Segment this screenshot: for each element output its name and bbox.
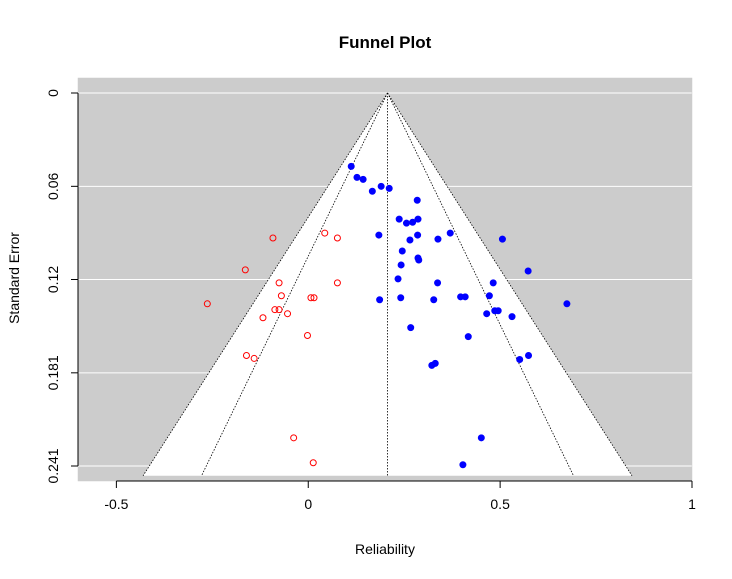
imputed-point bbox=[333, 279, 341, 287]
imputed-point bbox=[250, 354, 258, 362]
observed-point bbox=[508, 313, 516, 321]
y-tick-label: 0.06 bbox=[45, 172, 61, 199]
imputed-point bbox=[310, 294, 318, 302]
imputed-point bbox=[259, 314, 267, 322]
imputed-point bbox=[284, 310, 292, 318]
observed-point bbox=[397, 294, 405, 302]
observed-point bbox=[385, 184, 393, 192]
observed-point bbox=[397, 261, 405, 269]
observed-point bbox=[477, 434, 485, 442]
imputed-point bbox=[275, 306, 283, 314]
observed-point bbox=[563, 300, 571, 308]
observed-point bbox=[409, 218, 417, 226]
funnel-lines bbox=[142, 92, 633, 476]
observed-point bbox=[434, 235, 442, 243]
y-axis: 0 0.06 0.12 0.181 0.241 bbox=[45, 89, 79, 484]
imputed-point bbox=[242, 351, 250, 359]
observed-point bbox=[394, 275, 402, 283]
observed-point bbox=[375, 231, 383, 239]
observed-point bbox=[494, 307, 502, 315]
y-tick-label: 0 bbox=[45, 89, 61, 97]
imputed-point bbox=[275, 279, 283, 287]
observed-point bbox=[407, 324, 415, 332]
imputed-point bbox=[203, 300, 211, 308]
imputed-point bbox=[241, 266, 249, 274]
imputed-point bbox=[290, 434, 298, 442]
x-tick-label: 0 bbox=[304, 496, 312, 512]
observed-point bbox=[377, 182, 385, 190]
observed-point bbox=[524, 267, 532, 275]
observed-point bbox=[347, 162, 355, 170]
x-tick-label: -0.5 bbox=[104, 496, 128, 512]
observed-point bbox=[516, 356, 524, 364]
observed-point bbox=[398, 247, 406, 255]
imputed-point bbox=[277, 292, 285, 300]
observed-point bbox=[413, 196, 421, 204]
observed-point bbox=[430, 296, 438, 304]
observed-point bbox=[395, 215, 403, 223]
observed-point bbox=[459, 461, 467, 469]
observed-point bbox=[414, 231, 422, 239]
observed-point bbox=[434, 279, 442, 287]
imputed-point bbox=[303, 332, 311, 340]
funnel-inner-right-line bbox=[387, 92, 574, 476]
observed-point bbox=[368, 187, 376, 195]
observed-point bbox=[353, 173, 361, 181]
observed-point bbox=[415, 256, 423, 264]
observed-point bbox=[461, 293, 469, 301]
observed-point bbox=[483, 310, 491, 318]
imputed-point bbox=[321, 229, 329, 237]
y-tick-label: 0.181 bbox=[45, 355, 61, 390]
observed-point bbox=[359, 175, 367, 183]
observed-point bbox=[376, 296, 384, 304]
x-tick-label: 1 bbox=[688, 496, 696, 512]
imputed-point bbox=[269, 234, 277, 242]
observed-point bbox=[406, 236, 414, 244]
observed-point bbox=[402, 219, 410, 227]
observed-point bbox=[485, 292, 493, 300]
y-axis-label: Standard Error bbox=[6, 232, 22, 324]
x-tick-label: 0.5 bbox=[490, 496, 510, 512]
funnel-inner-left-line bbox=[201, 92, 388, 476]
y-tick-label: 0.12 bbox=[45, 266, 61, 293]
funnel-outer-left-line bbox=[142, 92, 388, 476]
observed-point bbox=[498, 235, 506, 243]
y-tick-label: 0.241 bbox=[45, 448, 61, 483]
imputed-point bbox=[333, 234, 341, 242]
funnel-region bbox=[143, 93, 632, 476]
x-axis: -0.5 0 0.5 1 bbox=[104, 480, 696, 512]
observed-point bbox=[428, 361, 436, 369]
imputed-point bbox=[271, 306, 279, 314]
data-points bbox=[203, 162, 571, 469]
x-axis-label: Reliability bbox=[355, 541, 415, 557]
imputed-point bbox=[309, 459, 317, 467]
observed-point bbox=[525, 351, 533, 359]
observed-point bbox=[446, 229, 454, 237]
observed-point bbox=[464, 333, 472, 341]
chart-title: Funnel Plot bbox=[339, 33, 432, 52]
observed-point bbox=[414, 215, 422, 223]
funnel-outer-right-line bbox=[387, 92, 633, 476]
observed-point bbox=[489, 279, 497, 287]
imputed-point bbox=[307, 294, 315, 302]
